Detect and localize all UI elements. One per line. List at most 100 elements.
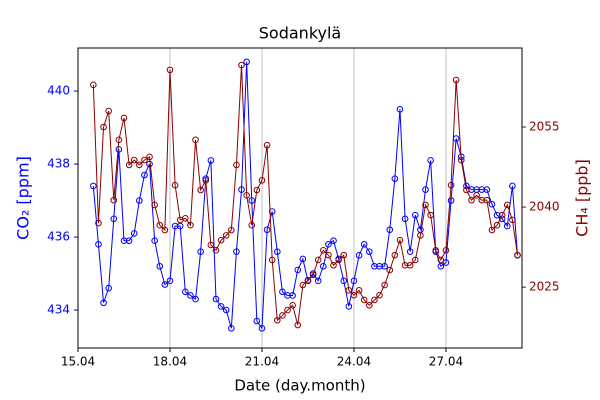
x-tick-label: 15.04 (61, 355, 95, 369)
data-point (355, 251, 363, 259)
data-point (182, 288, 189, 296)
data-point (258, 177, 266, 184)
data-point (258, 324, 266, 332)
data-point (447, 197, 455, 204)
data-point (115, 146, 123, 153)
data-point (345, 303, 353, 310)
data-point (468, 196, 475, 204)
data-point (427, 211, 434, 219)
data-point (299, 255, 307, 263)
data-point (289, 301, 296, 309)
plot-frame (77, 47, 523, 349)
data-point (386, 266, 394, 274)
data-point (197, 248, 204, 255)
data-point (248, 221, 256, 229)
data-point (330, 261, 337, 269)
data-point (478, 196, 486, 204)
data-point (166, 66, 174, 74)
data-point (320, 247, 327, 254)
data-point (90, 182, 97, 190)
data-point (406, 248, 414, 255)
data-point (110, 215, 118, 223)
data-point (299, 281, 307, 289)
data-point (350, 277, 358, 285)
data-point (171, 222, 179, 230)
data-point (136, 197, 143, 204)
data-point (376, 291, 383, 299)
data-point (274, 316, 281, 324)
data-point (514, 251, 521, 259)
data-point (498, 211, 506, 219)
data-point (146, 153, 153, 161)
data-point (488, 226, 496, 234)
data-point (130, 230, 138, 237)
data-point (335, 256, 342, 264)
data-point (360, 241, 368, 248)
data-point (340, 251, 348, 259)
data-point (391, 175, 399, 182)
data-point (279, 312, 286, 319)
data-point (130, 156, 138, 164)
data-point (233, 161, 240, 169)
data-point (289, 292, 296, 299)
data-point (503, 201, 511, 209)
data-point (156, 262, 164, 270)
series-line (92, 65, 518, 326)
series-line (92, 61, 518, 330)
data-point (493, 221, 501, 229)
data-point (391, 251, 399, 259)
data-point (401, 215, 409, 223)
data-point (141, 156, 148, 164)
data-point (105, 284, 112, 292)
data-point (452, 76, 460, 84)
data-point (340, 277, 348, 285)
data-point (509, 216, 516, 224)
data-point (427, 157, 434, 164)
data-point (222, 232, 230, 239)
data-point (228, 226, 235, 234)
data-point (350, 291, 358, 299)
data-point (182, 214, 189, 222)
data-point (371, 296, 378, 304)
data-point (141, 171, 148, 179)
data-point (396, 236, 404, 244)
data-point (228, 324, 235, 332)
data-point (279, 288, 286, 296)
data-point (161, 226, 169, 234)
data-point (233, 248, 240, 255)
data-point (381, 262, 388, 270)
data-point (417, 232, 424, 239)
x-tick-label: 27.04 (429, 355, 463, 369)
data-point (151, 237, 158, 245)
data-point (396, 106, 404, 113)
data-point (330, 237, 337, 245)
data-point (314, 256, 322, 264)
y-axis-label: CO₂ [ppm] (14, 156, 33, 240)
data-point (411, 211, 419, 219)
data-point (105, 107, 112, 115)
data-point (100, 123, 107, 131)
data-point (411, 256, 419, 264)
data-point (294, 321, 302, 329)
data-point (422, 186, 429, 193)
data-point (463, 186, 470, 194)
data-point (371, 262, 378, 270)
data-point (125, 237, 133, 245)
chart-title: Sodankylä (259, 24, 341, 43)
data-point (304, 276, 312, 284)
data-point (457, 156, 465, 164)
data-point (238, 186, 245, 193)
data-point (268, 208, 276, 215)
data-point (253, 317, 261, 325)
data-point (437, 262, 445, 270)
data-point (422, 201, 429, 209)
data-point (171, 181, 179, 189)
data-point (95, 219, 102, 227)
data-point (217, 303, 225, 310)
data-point (222, 306, 230, 314)
data-point (314, 277, 322, 285)
data-point (161, 281, 169, 288)
data-point (478, 186, 486, 193)
y-tick-label: 436 (47, 230, 70, 244)
